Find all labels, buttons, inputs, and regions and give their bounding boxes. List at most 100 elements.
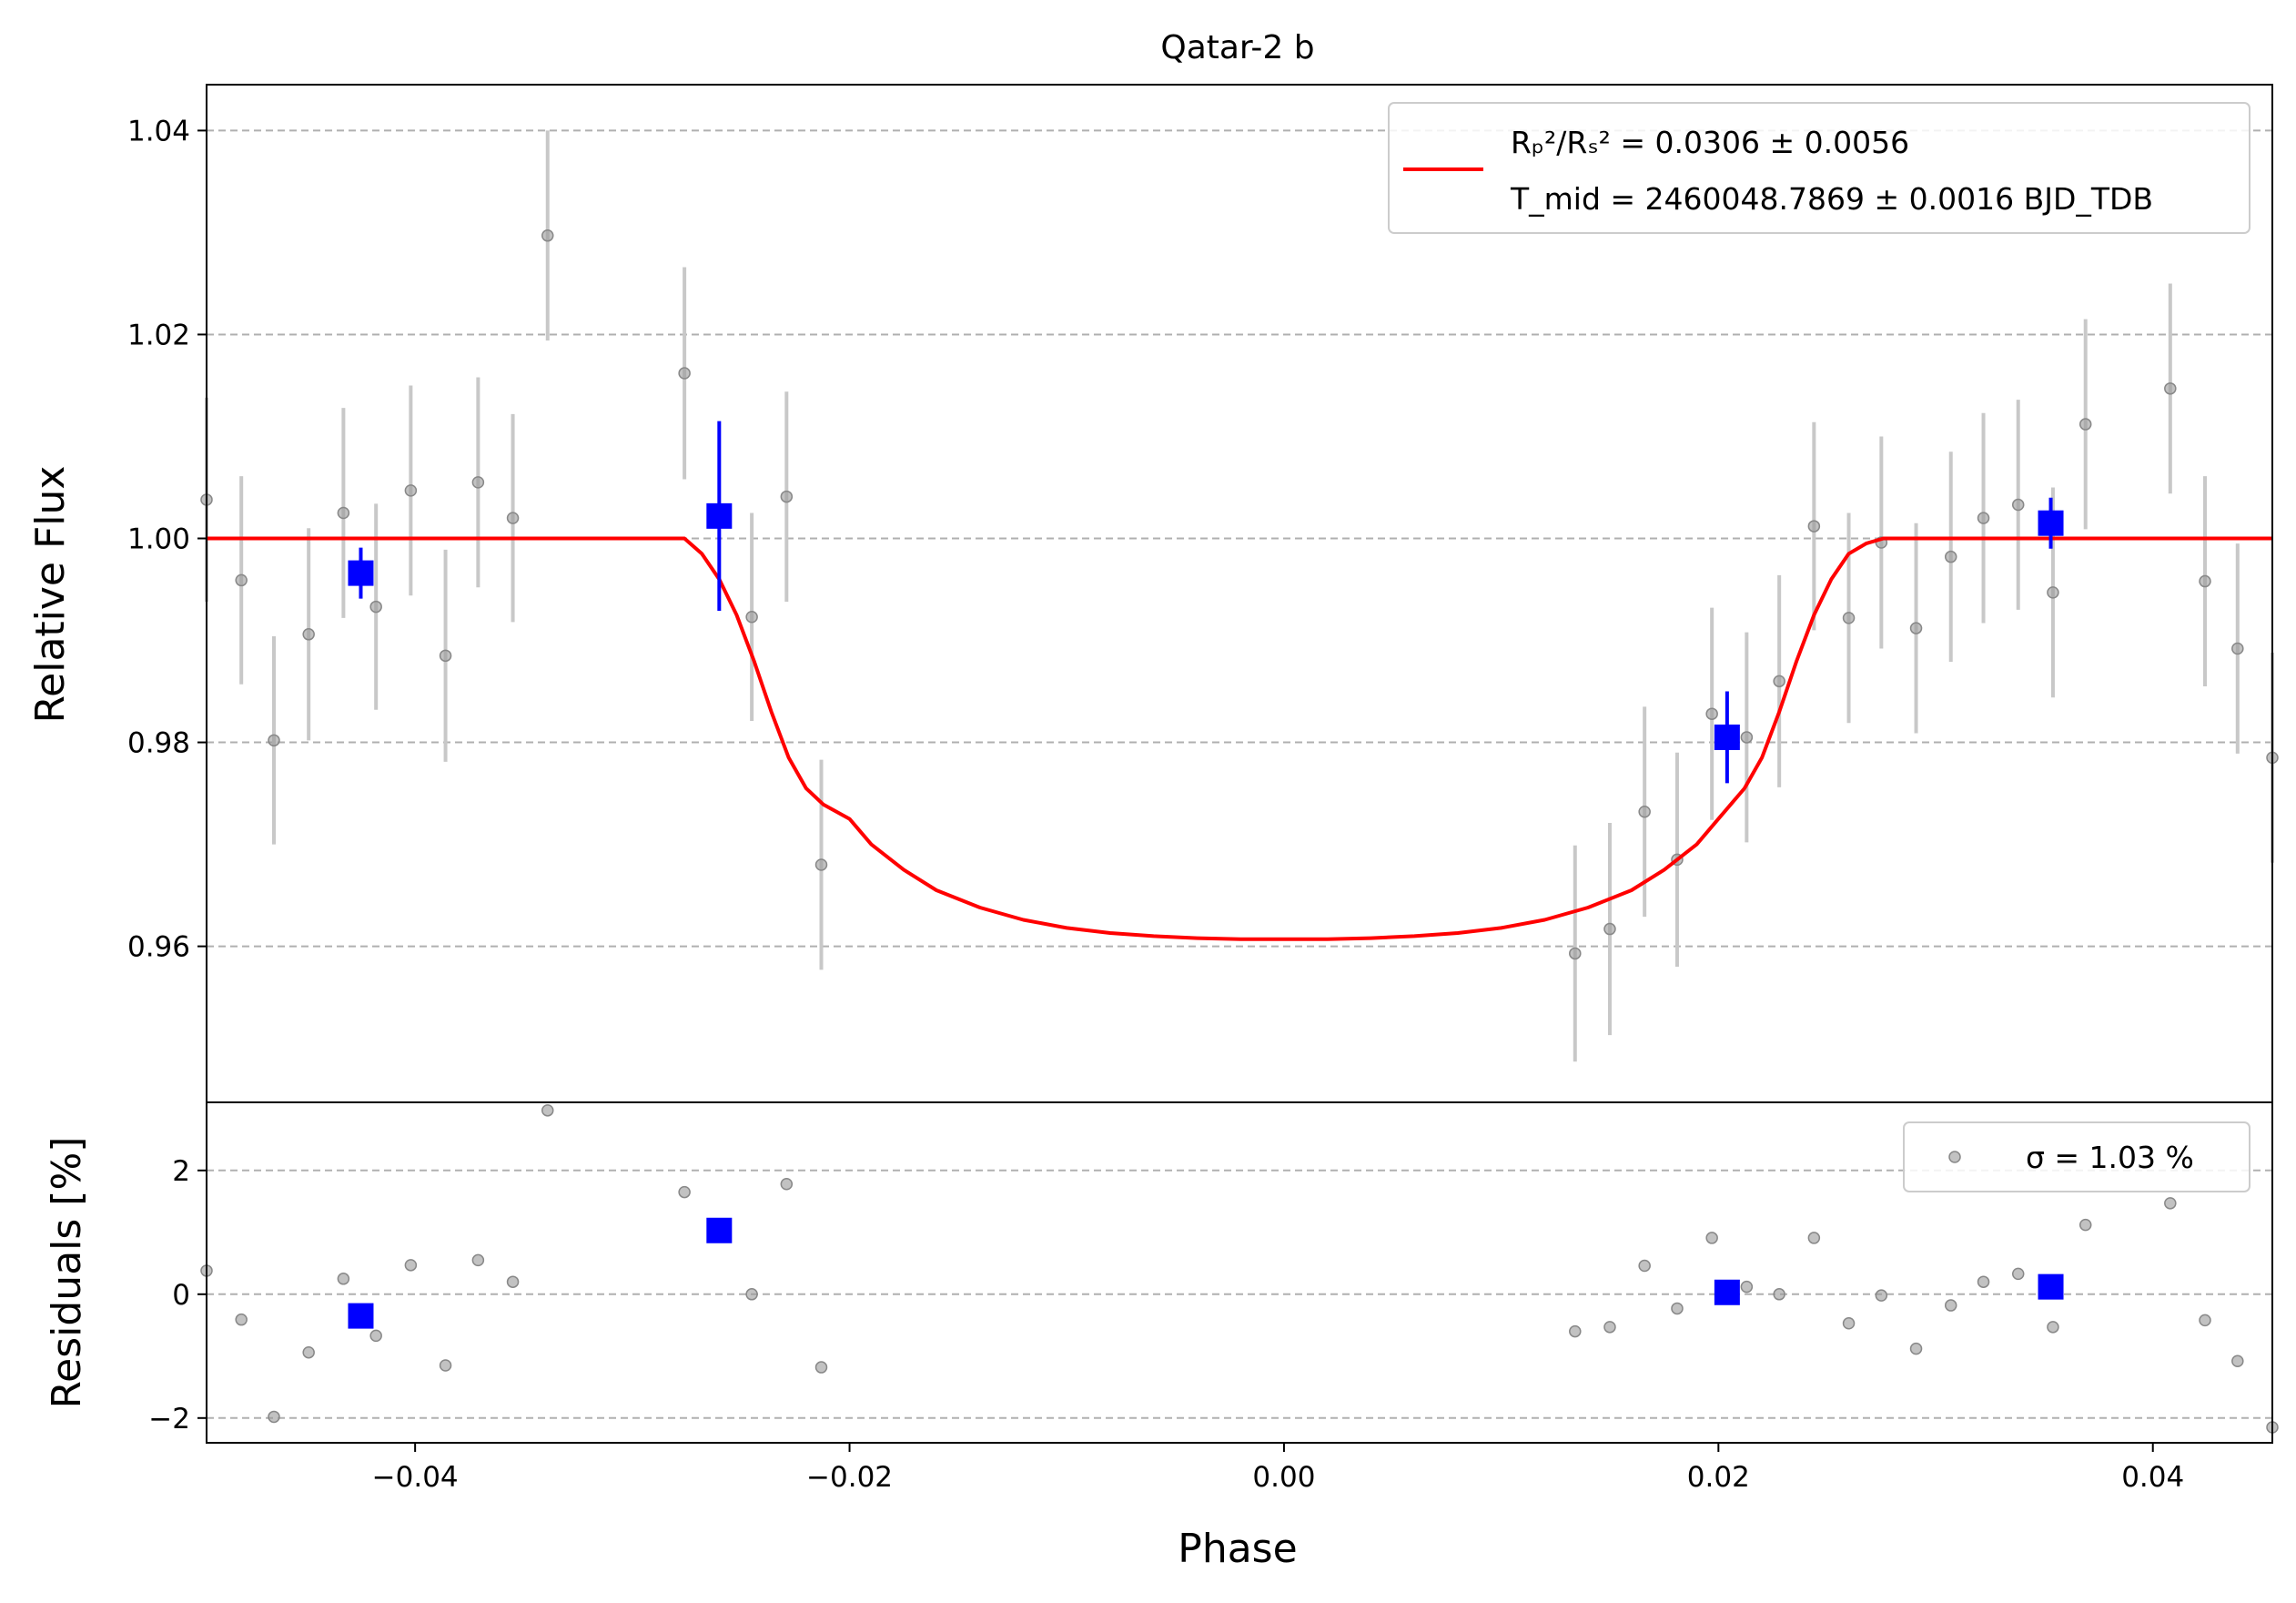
data-point (2011, 498, 2025, 512)
data-point (1603, 922, 1616, 936)
data-point (2231, 642, 2244, 655)
data-point (2079, 418, 2092, 431)
data-point (1909, 622, 1923, 634)
top-legend-box (1388, 102, 2250, 234)
residual-point (1773, 1288, 1785, 1301)
residual-point (1671, 1302, 1684, 1315)
residual-point (1740, 1280, 1754, 1294)
data-point (471, 476, 485, 489)
residual-point (2231, 1354, 2244, 1367)
data-point (541, 229, 554, 242)
data-point (2047, 586, 2059, 599)
data-point (1977, 512, 1990, 524)
residual-point (268, 1410, 280, 1424)
binned-residual-point (2038, 1273, 2064, 1300)
bottom-y-tick-label: 2 (172, 1155, 190, 1188)
bottom-axes-frame (206, 1101, 2273, 1444)
binned-residual-point (1714, 1279, 1740, 1305)
bottom-y-ticks: −2 0 2 (148, 1155, 207, 1436)
residual-point (506, 1275, 520, 1288)
bottom-points (200, 1104, 2279, 1434)
x-tick-label: −0.04 (372, 1461, 459, 1494)
residual-point (2011, 1267, 2025, 1281)
residual-point (471, 1253, 485, 1267)
data-point (235, 573, 248, 587)
data-point (678, 367, 691, 380)
residual-point (780, 1178, 794, 1191)
residual-point (235, 1313, 248, 1326)
residual-point (1977, 1275, 1990, 1288)
bottom-panel: −2 0 2 Residuals [%] σ = 1.03 % (44, 1101, 2279, 1444)
residual-point (2079, 1218, 2092, 1232)
legend-sigma-label: σ = 1.03 % (2026, 1140, 2194, 1175)
binned-residual-point (348, 1303, 374, 1329)
data-point (1807, 520, 1821, 533)
residual-point (2199, 1314, 2211, 1327)
residual-point (1603, 1321, 1616, 1334)
data-point (439, 649, 452, 663)
chart-title: Qatar-2 b (1160, 29, 1314, 66)
residual-point (337, 1273, 350, 1285)
residual-point (814, 1361, 828, 1374)
data-point (814, 858, 828, 871)
bottom-y-axis-label: Residuals [%] (44, 1137, 90, 1409)
top-legend: Rₚ²/Rₛ² = 0.0306 ± 0.0056 T_mid = 246004… (1388, 102, 2250, 234)
x-axis-label: Phase (1178, 1526, 1297, 1572)
residual-point (1944, 1299, 1957, 1312)
top-binned (348, 421, 2064, 784)
x-tick-label: 0.02 (1687, 1461, 1750, 1494)
bottom-legend-box (1903, 1121, 2250, 1192)
data-point (337, 506, 350, 520)
residual-point (369, 1329, 382, 1343)
bottom-legend: σ = 1.03 % (1903, 1121, 2250, 1192)
residual-point (1705, 1232, 1718, 1244)
binned-residual-point (706, 1217, 733, 1243)
x-tick-label: 0.00 (1252, 1461, 1315, 1494)
data-point (369, 600, 382, 614)
top-y-tick-label: 0.96 (127, 931, 190, 964)
data-point (780, 490, 794, 503)
binned-point (348, 560, 374, 586)
binned-point (706, 502, 733, 529)
residual-point (678, 1185, 691, 1199)
legend-tmid-label: T_mid = 2460048.7869 ± 0.0016 BJD_TDB (1510, 181, 2153, 217)
data-point (2199, 574, 2211, 588)
residual-point (541, 1104, 554, 1117)
residual-point (1875, 1289, 1888, 1302)
x-tick-label: 0.04 (2121, 1461, 2184, 1494)
data-point (404, 484, 418, 497)
data-point (1773, 675, 1785, 688)
residual-point (439, 1359, 452, 1372)
data-point (1842, 612, 1856, 624)
data-point (1944, 550, 1957, 563)
data-point (1705, 707, 1718, 720)
residual-point (302, 1345, 315, 1359)
residual-point (1807, 1232, 1821, 1244)
data-point (1638, 805, 1651, 818)
binned-point (2038, 510, 2064, 536)
residual-point (2047, 1321, 2059, 1334)
binned-point (1714, 724, 1740, 750)
top-y-tick-label: 0.98 (127, 727, 190, 760)
data-point (302, 628, 315, 641)
residual-point (1842, 1317, 1856, 1330)
residual-point (404, 1259, 418, 1272)
top-model (207, 536, 2272, 941)
residual-point (2164, 1197, 2177, 1210)
bottom-binned (348, 1217, 2064, 1329)
legend-depth-label: Rₚ²/Rₛ² = 0.0306 ± 0.0056 (1511, 125, 1909, 160)
top-y-tick-label: 1.00 (127, 523, 190, 556)
top-y-ticks: 0.96 0.98 1.00 1.02 1.04 (127, 115, 207, 964)
residual-point (1638, 1259, 1651, 1273)
data-point (745, 611, 758, 624)
top-panel: 0.96 0.98 1.00 1.02 1.04 Relative Flux Rₚ²/R… (27, 84, 2279, 1103)
residual-point (1569, 1324, 1582, 1338)
bottom-y-tick-label: −2 (148, 1403, 190, 1436)
residual-point (1909, 1342, 1923, 1355)
data-point (1740, 731, 1754, 744)
residual-point (745, 1288, 758, 1301)
data-point (2164, 382, 2177, 395)
top-y-tick-label: 1.02 (127, 319, 190, 351)
